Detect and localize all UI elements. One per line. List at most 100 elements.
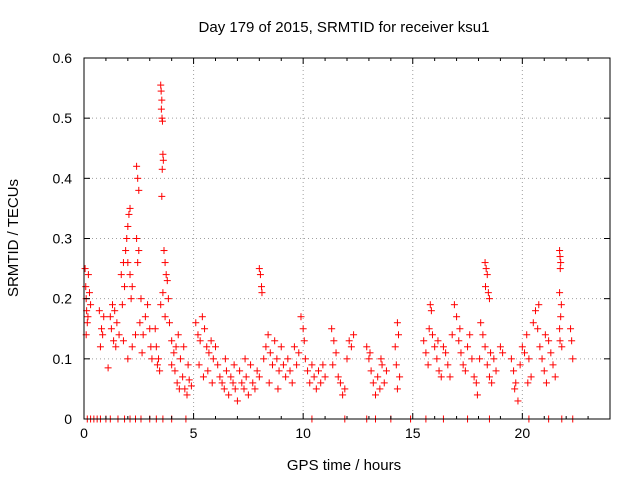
data-point [135,247,143,255]
data-point [151,325,159,333]
data-point [247,361,255,369]
data-point [157,301,165,309]
data-point [256,271,264,279]
data-point [172,343,180,351]
data-point [158,165,166,173]
data-point [435,367,443,375]
y-tick-label: 0.1 [53,351,73,367]
data-point [483,271,491,279]
data-point [293,361,301,369]
data-point [266,349,274,357]
data-point [518,343,526,351]
data-point [472,379,480,387]
data-point [229,379,237,387]
data-point [300,337,308,345]
data-point [126,271,134,279]
data-point [369,379,377,387]
data-point [227,373,235,381]
data-point [244,391,252,399]
data-point [329,361,337,369]
data-point [557,313,565,321]
data-point [330,337,338,345]
data-point [321,373,329,381]
data-point [87,301,95,309]
data-point [391,343,399,351]
data-point [345,337,353,345]
data-point [205,349,213,357]
data-point [123,235,131,242]
data-point [230,361,238,369]
data-point [134,174,142,182]
data-point [339,391,347,399]
data-point [557,259,565,267]
data-point [85,289,93,297]
data-point [159,156,167,164]
data-point [275,367,283,375]
data-point [395,331,403,339]
data-point [124,259,132,267]
data-point [308,361,316,369]
data-point [392,361,400,369]
data-point [531,307,539,315]
data-point [138,349,146,357]
y-tick-label: 0.5 [53,110,73,126]
data-point [159,150,167,158]
data-point [371,391,379,399]
data-point [124,355,132,363]
data-point [310,373,318,381]
data-point [568,337,576,345]
data-point [455,337,463,345]
data-point [547,349,555,357]
y-axis: 0 0.1 0.2 0.3 0.4 0.5 0.6 [53,50,610,427]
data-point [180,343,188,351]
data-point [119,337,127,345]
data-point [106,313,114,321]
data-point [315,367,323,375]
data-point [514,397,522,405]
data-point [121,283,129,291]
data-point [155,355,163,363]
data-point [428,331,436,339]
data-point [128,343,136,351]
data-point [196,337,204,345]
data-point [366,349,374,357]
data-point [115,331,123,339]
data-point [439,343,447,351]
data-point [529,319,537,327]
data-point [153,361,161,369]
data-point [482,283,490,291]
data-point [258,283,266,291]
data-point [350,331,358,339]
data-point [549,361,557,369]
data-point [524,379,532,387]
y-tick-label: 0.4 [53,170,73,186]
x-tick-label: 0 [80,425,88,441]
data-point [279,361,287,369]
data-point [208,379,216,387]
data-point [426,301,434,309]
data-point [104,364,112,372]
data-point [431,343,439,351]
data-point [377,355,385,363]
data-point [170,349,178,357]
data-point [253,367,261,375]
data-point [262,343,270,351]
data-point [108,301,116,309]
data-point [100,313,108,321]
data-point [161,313,169,321]
data-point [95,307,103,315]
data-point [367,367,375,375]
data-point [112,343,120,351]
data-point [477,319,485,327]
data-point [433,355,441,363]
y-axis-label: SRMTID / TECUs [5,179,22,297]
data-point [538,355,546,363]
data-point [545,337,553,345]
data-point [255,265,263,273]
data-point [459,361,467,369]
data-point [136,319,144,327]
x-axis: 0 5 10 15 20 [80,58,589,441]
chart-title: Day 179 of 2015, SRMTID for receiver ksu… [199,19,490,36]
data-point [207,337,215,345]
data-point [148,355,156,363]
